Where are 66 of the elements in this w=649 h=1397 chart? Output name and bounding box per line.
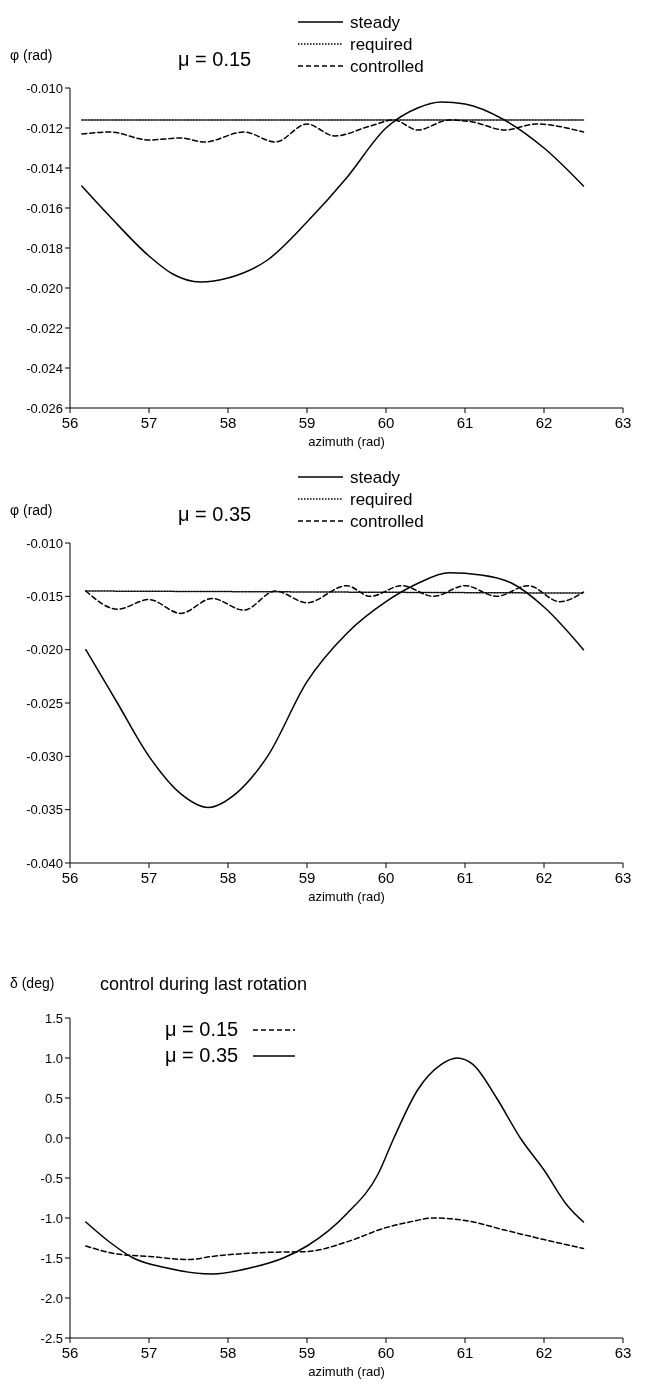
- y-tick-label: -2.0: [40, 1290, 63, 1306]
- x-tick-label: 59: [298, 414, 316, 431]
- y-tick-label: -0.024: [26, 360, 63, 376]
- x-tick-label: 62: [535, 414, 553, 431]
- x-axis-title: azimuth (rad): [308, 1364, 385, 1379]
- y-tick-label: -0.018: [26, 240, 63, 256]
- y-axis-title: φ (rad): [10, 502, 53, 518]
- x-axis-title: azimuth (rad): [308, 434, 385, 449]
- y-tick-label: -0.020: [26, 280, 63, 296]
- x-tick-label: 61: [456, 869, 474, 886]
- y-tick-label: -0.030: [26, 748, 63, 764]
- x-tick-label: 62: [535, 1344, 553, 1361]
- y-tick-label: -0.020: [26, 642, 63, 658]
- y-tick-label: -0.014: [26, 160, 63, 176]
- legend-label: μ = 0.15: [165, 1018, 239, 1040]
- x-tick-label: 57: [140, 414, 158, 431]
- chart-title: control during last rotation: [100, 974, 308, 994]
- x-tick-label: 56: [61, 1344, 79, 1361]
- legend-label: controlled: [350, 57, 424, 76]
- y-tick-label: -0.016: [26, 200, 63, 216]
- legend-label: required: [350, 490, 413, 509]
- x-axis-title: azimuth (rad): [308, 889, 385, 904]
- x-tick-label: 61: [456, 414, 474, 431]
- y-tick-label: 0.5: [44, 1090, 63, 1106]
- x-tick-label: 63: [614, 869, 632, 886]
- text: μ = 0.15: [178, 48, 252, 70]
- y-tick-label: -0.015: [26, 588, 63, 604]
- x-tick-label: 63: [614, 414, 632, 431]
- x-tick-label: 56: [61, 869, 79, 886]
- x-tick-label: 60: [377, 414, 395, 431]
- y-tick-label: 1.0: [44, 1050, 63, 1066]
- y-tick-label: -0.025: [26, 695, 63, 711]
- x-tick-label: 59: [298, 869, 316, 886]
- x-tick-label: 60: [377, 869, 395, 886]
- y-tick-label: -2.5: [40, 1330, 63, 1346]
- legend-label: μ = 0.35: [165, 1044, 239, 1066]
- y-tick-label: -0.012: [26, 120, 63, 136]
- x-tick-label: 63: [614, 1344, 632, 1361]
- legend-label: steady: [350, 468, 401, 487]
- y-tick-label: 0.0: [44, 1130, 63, 1146]
- y-tick-label: -1.0: [40, 1210, 63, 1226]
- legend-label: controlled: [350, 512, 424, 531]
- y-tick-label: -0.026: [26, 400, 63, 416]
- x-tick-label: 58: [219, 1344, 237, 1361]
- x-tick-label: 58: [219, 869, 237, 886]
- text: μ = 0.35: [178, 503, 252, 525]
- y-tick-label: -0.010: [26, 535, 63, 551]
- legend-label: required: [350, 35, 413, 54]
- legend-label: steady: [350, 13, 401, 32]
- x-tick-label: 58: [219, 414, 237, 431]
- y-tick-label: 1.5: [44, 1010, 63, 1026]
- x-tick-label: 57: [140, 1344, 158, 1361]
- y-tick-label: -0.035: [26, 802, 63, 818]
- x-tick-label: 59: [298, 1344, 316, 1361]
- x-tick-label: 56: [61, 414, 79, 431]
- x-tick-label: 61: [456, 1344, 474, 1361]
- y-axis-title: φ (rad): [10, 47, 53, 63]
- y-tick-label: -1.5: [40, 1250, 63, 1266]
- y-tick-label: -0.022: [26, 320, 63, 336]
- y-tick-label: -0.010: [26, 80, 63, 96]
- x-tick-label: 57: [140, 869, 158, 886]
- x-tick-label: 60: [377, 1344, 395, 1361]
- y-tick-label: -0.040: [26, 855, 63, 871]
- y-axis-title: δ (deg): [10, 975, 55, 991]
- x-tick-label: 62: [535, 869, 553, 886]
- y-tick-label: -0.5: [40, 1170, 63, 1186]
